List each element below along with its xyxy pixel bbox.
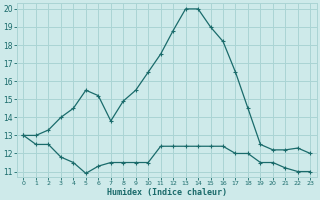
X-axis label: Humidex (Indice chaleur): Humidex (Indice chaleur): [107, 188, 227, 197]
